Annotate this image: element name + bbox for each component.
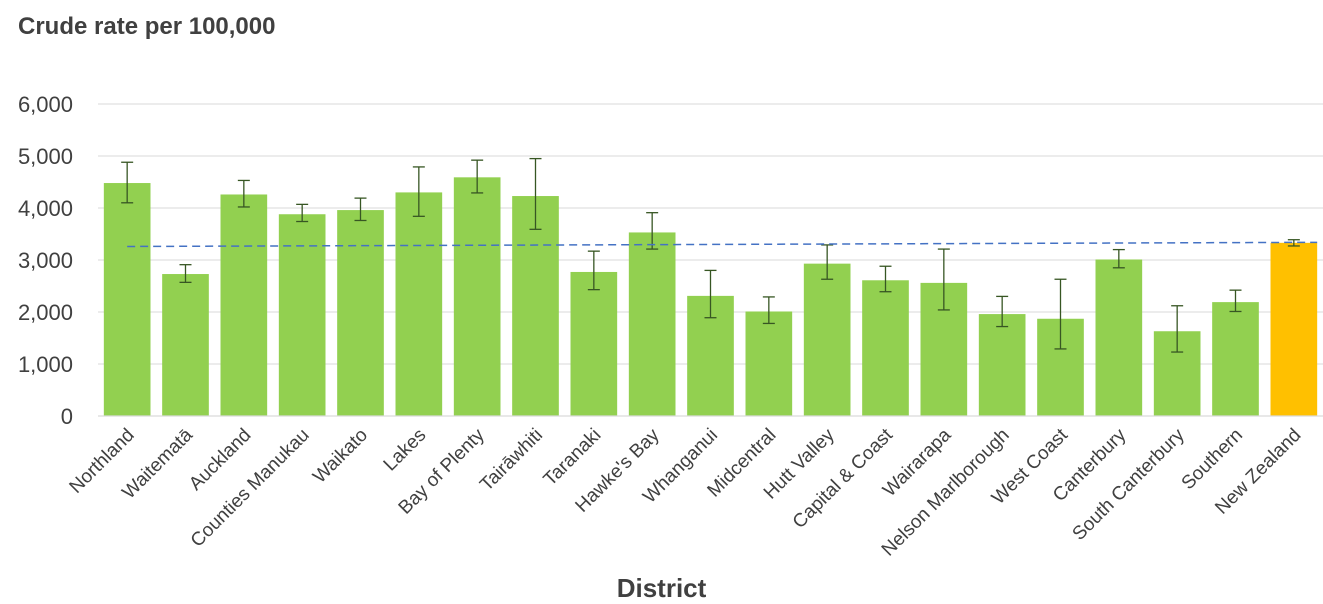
bar (978, 314, 1026, 416)
y-tick-label: 0 (61, 404, 73, 429)
x-tick-label: Waikato (309, 425, 372, 488)
bar (278, 214, 326, 416)
x-tick-label: Tairāwhiti (476, 425, 547, 496)
bar (803, 263, 851, 416)
y-tick-label: 5,000 (18, 144, 73, 169)
y-axis-title: Crude rate per 100,000 (18, 13, 276, 40)
bar (337, 210, 384, 416)
bar (162, 274, 209, 416)
bar (628, 232, 676, 416)
bar (745, 311, 793, 416)
y-tick-label: 4,000 (18, 196, 73, 221)
bar (453, 177, 501, 416)
bar (1270, 242, 1318, 416)
bar (512, 196, 559, 416)
bar (862, 280, 909, 416)
y-tick-label: 6,000 (18, 92, 73, 117)
bar (1095, 259, 1143, 416)
x-tick-label: Capital & Coast (789, 424, 898, 533)
trend-line (127, 241, 1318, 248)
y-tick-label: 2,000 (18, 300, 73, 325)
y-tick-label: 1,000 (18, 352, 73, 377)
bar (395, 192, 443, 416)
bar (1212, 302, 1259, 416)
y-tick-label: 3,000 (18, 248, 73, 273)
bar (103, 183, 151, 416)
x-axis-title: District (616, 573, 707, 603)
bar (220, 194, 268, 416)
bar (570, 271, 618, 416)
x-tick-label: South Canterbury (1069, 424, 1190, 545)
x-tick-label: Lakes (380, 425, 431, 476)
